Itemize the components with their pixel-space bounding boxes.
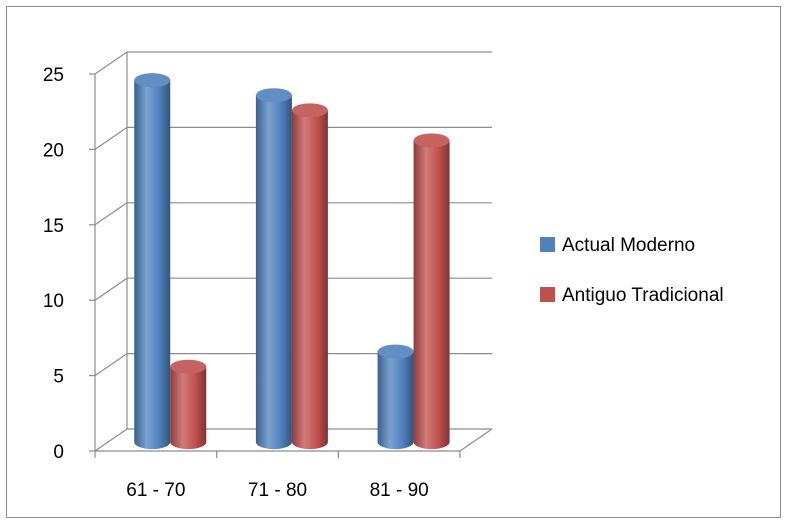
gridline-depth [94,202,128,226]
y-tick-label: 0 [53,442,64,463]
bar-body [134,80,171,450]
chart-walls [126,52,493,452]
bar-antiguo-tradicional [291,103,328,450]
floor-right-edge [459,428,493,452]
legend-item: Actual Moderno [540,235,695,256]
legend-label: Antiguo Tradicional [562,285,724,306]
bar-top [377,344,414,359]
x-tick-label: 61 - 70 [126,480,185,501]
bar-actual-moderno [134,73,171,450]
gridline-depth [94,126,128,150]
y-tick-label: 25 [43,65,64,86]
bar-top [291,103,328,118]
bar-actual-moderno [377,344,414,450]
bar-antiguo-tradicional [170,359,207,450]
gridline-depth [94,51,128,75]
gridline-depth [94,353,128,377]
bar-top [413,133,450,148]
axes [89,73,461,458]
x-axis-ticks: 61 - 70 71 - 80 81 - 90 [126,480,428,501]
bar-antiguo-tradicional [413,133,450,450]
bar-body [413,140,450,450]
bar-top [170,359,207,374]
bar-actual-moderno [255,88,292,450]
bar-body [255,95,292,450]
bar-top [134,73,171,88]
y-tick-label: 10 [43,291,64,312]
y-tick-label: 15 [43,216,64,237]
x-tick-label: 81 - 90 [370,480,429,501]
gridline-depth [94,277,128,301]
bar-body [170,366,207,450]
y-tick-label: 20 [43,140,64,161]
legend: Actual Moderno Antiguo Tradicional [540,235,724,306]
legend-label: Actual Moderno [562,235,695,256]
y-tick-label: 5 [53,367,64,388]
gridline-depth [94,428,128,452]
x-tick-label: 71 - 80 [248,480,307,501]
bar-body [377,351,414,450]
bar-body [291,110,328,450]
bars [134,73,450,450]
legend-swatch [540,287,555,302]
bar-top [255,88,292,103]
legend-item: Antiguo Tradicional [540,285,724,306]
y-axis-ticks: 0 5 10 15 20 25 [43,65,64,463]
legend-swatch [540,237,555,252]
